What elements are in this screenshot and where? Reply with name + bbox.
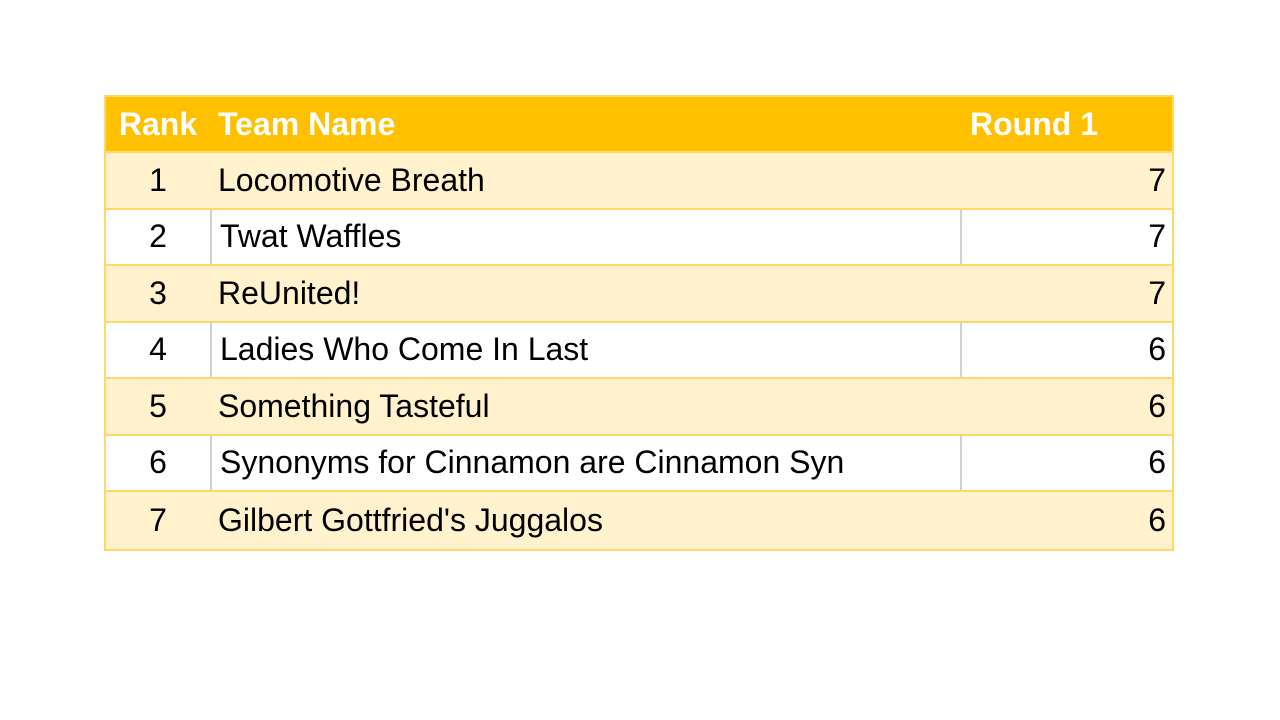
team-name-cell: Ladies Who Come In Last <box>210 322 962 377</box>
team-name-cell: Something Tasteful <box>218 387 490 424</box>
table-row: 6 Synonyms for Cinnamon are Cinnamon Syn 6 <box>106 435 1172 492</box>
team-name-cell: Locomotive Breath <box>218 161 485 198</box>
table-row: 5 Something Tasteful 6 <box>106 379 1172 436</box>
rank-cell: 5 <box>149 387 167 424</box>
round-1-cell: 6 <box>1148 444 1166 481</box>
header-rank: Rank <box>118 105 198 142</box>
rank-cell: 4 <box>149 331 167 368</box>
table-header-row: Rank Team Name Round 1 <box>106 97 1172 153</box>
table-row: 3 ReUnited! 7 <box>106 266 1172 323</box>
rank-cell: 2 <box>149 218 167 255</box>
table-row: 4 Ladies Who Come In Last 6 <box>106 322 1172 379</box>
team-name-cell: Synonyms for Cinnamon are Cinnamon Syn <box>210 435 962 490</box>
header-team-name: Team Name <box>218 105 396 142</box>
team-name-cell: ReUnited! <box>218 274 361 311</box>
round-1-cell: 6 <box>1148 387 1166 424</box>
table-row: 7 Gilbert Gottfried's Juggalos 6 <box>106 492 1172 549</box>
rank-cell: 6 <box>149 444 167 481</box>
round-1-cell: 6 <box>1148 501 1166 538</box>
header-round-1: Round 1 <box>970 105 1098 142</box>
round-1-cell: 7 <box>1148 161 1166 198</box>
team-name-cell: Gilbert Gottfried's Juggalos <box>218 501 603 538</box>
table-row: 2 Twat Waffles 7 <box>106 209 1172 266</box>
team-name-cell: Twat Waffles <box>210 209 962 264</box>
round-1-cell: 6 <box>1148 331 1166 368</box>
rank-cell: 7 <box>149 501 167 538</box>
round-1-cell: 7 <box>1148 218 1166 255</box>
rank-cell: 1 <box>149 161 167 198</box>
standings-table: Rank Team Name Round 1 1 Locomotive Breat… <box>104 95 1174 551</box>
round-1-cell: 7 <box>1148 274 1166 311</box>
table-row: 1 Locomotive Breath 7 <box>106 153 1172 210</box>
rank-cell: 3 <box>149 274 167 311</box>
